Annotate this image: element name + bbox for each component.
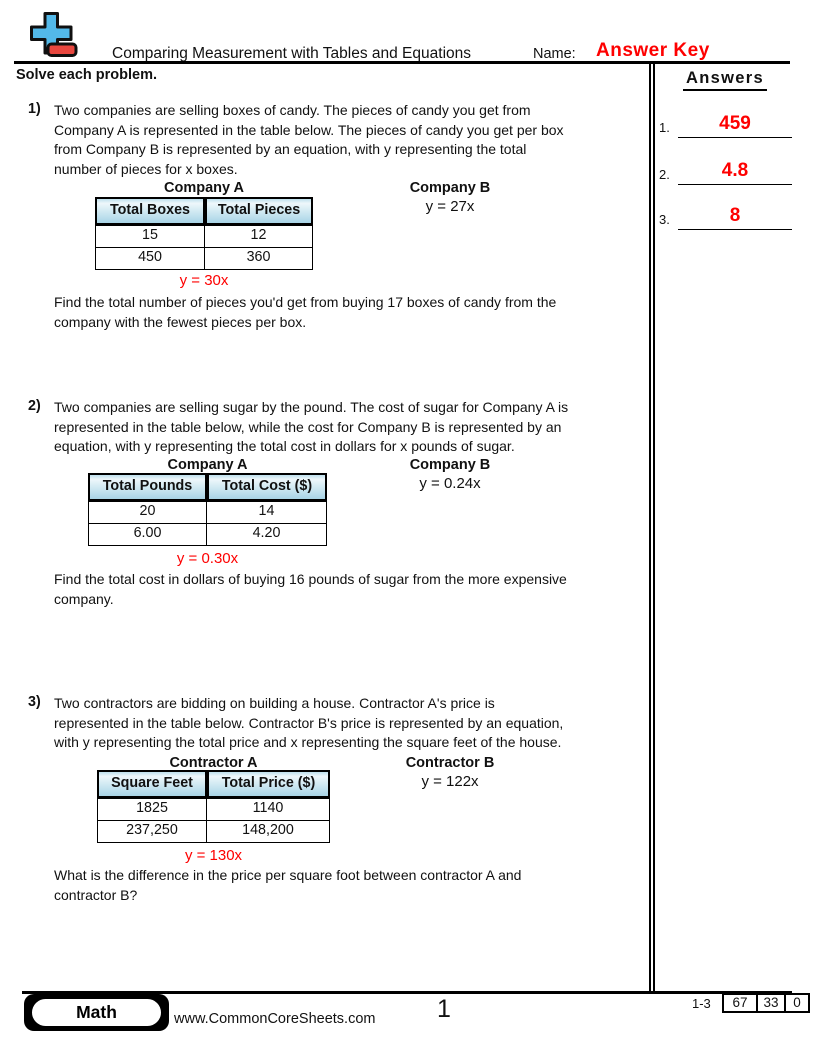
company-b-block: Contractor B y = 122x bbox=[330, 755, 570, 790]
score-box: 0 bbox=[786, 993, 810, 1013]
table-cell: 450 bbox=[95, 247, 205, 270]
problem-number: 3) bbox=[28, 694, 41, 710]
problem-question: What is the difference in the price per … bbox=[54, 867, 522, 903]
answers-heading-text: Answers bbox=[683, 69, 767, 91]
answers-heading: Answers bbox=[653, 69, 797, 91]
problem-number: 2) bbox=[28, 398, 41, 414]
table-header-cell: Total Pounds bbox=[88, 473, 207, 501]
table-cell: 14 bbox=[207, 501, 327, 524]
table-row: 20 14 bbox=[88, 501, 327, 524]
company-a-table: Total Pounds Total Cost ($) 20 14 6.00 4… bbox=[88, 473, 327, 546]
table-header-cell: Total Pieces bbox=[205, 197, 313, 225]
company-b-title: Contractor B bbox=[405, 755, 495, 771]
name-value-answer-key: Answer Key bbox=[596, 40, 710, 61]
table-cell: 1825 bbox=[97, 798, 207, 821]
problem-range: 1-3 bbox=[692, 996, 711, 1011]
answer-value-1: 459 bbox=[678, 111, 792, 138]
table-a-title: Company A bbox=[163, 180, 245, 196]
score-boxes: 67 33 0 bbox=[722, 993, 810, 1013]
score-box: 33 bbox=[758, 993, 786, 1013]
table-header-row: Total Pounds Total Cost ($) bbox=[88, 473, 327, 501]
footer-rule bbox=[22, 991, 792, 994]
table-cell: 148,200 bbox=[207, 820, 330, 843]
name-label: Name: bbox=[533, 46, 576, 62]
company-b-equation: y = 0.24x bbox=[419, 475, 481, 492]
score-box: 67 bbox=[722, 993, 758, 1013]
table-cell: 360 bbox=[205, 247, 313, 270]
minus-icon bbox=[46, 42, 78, 57]
table-a-title: Contractor A bbox=[169, 755, 258, 771]
table-row: 6.00 4.20 bbox=[88, 523, 327, 546]
commoncoresheets-logo bbox=[30, 12, 78, 57]
table-header-row: Square Feet Total Price ($) bbox=[97, 770, 330, 798]
table-row: 237,250 148,200 bbox=[97, 820, 330, 843]
header-rule bbox=[14, 61, 790, 64]
table-cell: 6.00 bbox=[88, 523, 207, 546]
table-header-cell: Total Cost ($) bbox=[207, 473, 327, 501]
company-b-equation: y = 27x bbox=[425, 198, 475, 215]
page-title: Comparing Measurement with Tables and Eq… bbox=[112, 45, 471, 62]
company-b-title: Company B bbox=[409, 180, 491, 196]
problem-text: Two companies are selling sugar by the p… bbox=[54, 399, 569, 454]
company-b-block: Company B y = 0.24x bbox=[330, 457, 570, 492]
company-b-title: Company B bbox=[409, 457, 491, 473]
answer-value-2: 4.8 bbox=[678, 158, 792, 185]
answer-number-2: 2. bbox=[659, 167, 670, 182]
problem-number: 1) bbox=[28, 101, 41, 117]
problem-text: Two companies are selling boxes of candy… bbox=[54, 102, 564, 177]
table-cell: 15 bbox=[95, 225, 205, 248]
company-b-block: Company B y = 27x bbox=[330, 180, 570, 215]
math-badge: Math bbox=[24, 994, 169, 1031]
table-row: 450 360 bbox=[95, 247, 313, 270]
table-cell: 1140 bbox=[207, 798, 330, 821]
company-b-equation: y = 122x bbox=[421, 773, 479, 790]
table-a-equation: y = 0.30x bbox=[176, 550, 239, 567]
table-cell: 4.20 bbox=[207, 523, 327, 546]
answers-divider bbox=[649, 63, 655, 992]
subject-label: Math bbox=[32, 999, 161, 1026]
table-header-cell: Total Price ($) bbox=[207, 770, 330, 798]
site-url: www.CommonCoreSheets.com bbox=[174, 1011, 376, 1027]
answer-number-3: 3. bbox=[659, 212, 670, 227]
problem-text: Two contractors are bidding on building … bbox=[54, 695, 564, 750]
table-row: 15 12 bbox=[95, 225, 313, 248]
table-a-equation: y = 130x bbox=[184, 847, 243, 864]
problem-question: Find the total cost in dollars of buying… bbox=[54, 571, 567, 607]
page-number: 1 bbox=[437, 995, 451, 1023]
problem-question: Find the total number of pieces you'd ge… bbox=[54, 294, 557, 330]
answer-number-1: 1. bbox=[659, 120, 670, 135]
table-header-row: Total Boxes Total Pieces bbox=[95, 197, 313, 225]
answer-value-3: 8 bbox=[678, 203, 792, 230]
table-a-equation: y = 30x bbox=[179, 272, 229, 289]
table-cell: 12 bbox=[205, 225, 313, 248]
table-cell: 20 bbox=[88, 501, 207, 524]
table-cell: 237,250 bbox=[97, 820, 207, 843]
table-header-cell: Square Feet bbox=[97, 770, 207, 798]
table-header-cell: Total Boxes bbox=[95, 197, 205, 225]
company-a-table: Total Boxes Total Pieces 15 12 450 360 bbox=[95, 197, 313, 270]
table-a-title: Company A bbox=[167, 457, 248, 473]
table-row: 1825 1140 bbox=[97, 798, 330, 821]
instructions-label: Solve each problem. bbox=[16, 67, 158, 83]
company-a-table: Square Feet Total Price ($) 1825 1140 23… bbox=[97, 770, 330, 843]
